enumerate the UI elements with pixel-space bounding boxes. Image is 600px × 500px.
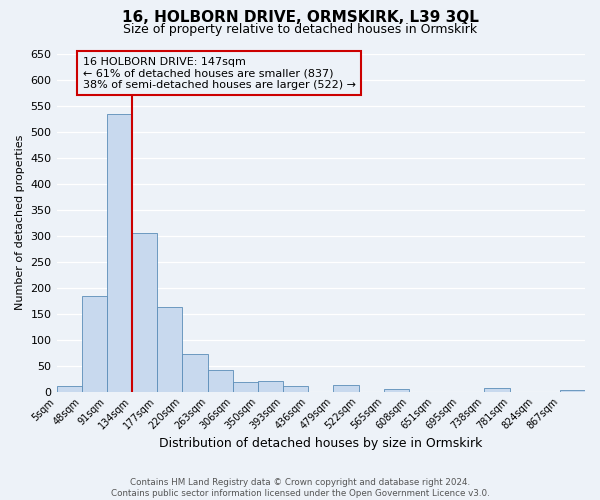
Bar (233, 382, 258, 392)
Bar (484, 388, 509, 392)
X-axis label: Distribution of detached houses by size in Ormskirk: Distribution of detached houses by size … (159, 437, 482, 450)
Bar (157, 307, 182, 392)
Bar (258, 381, 283, 392)
Bar (334, 386, 359, 392)
Bar (56, 386, 82, 392)
Text: 16 HOLBORN DRIVE: 147sqm
← 61% of detached houses are smaller (837)
38% of semi-: 16 HOLBORN DRIVE: 147sqm ← 61% of detach… (83, 56, 356, 90)
Bar (383, 389, 409, 392)
Bar (182, 354, 208, 392)
Y-axis label: Number of detached properties: Number of detached properties (15, 135, 25, 310)
Text: 16, HOLBORN DRIVE, ORMSKIRK, L39 3QL: 16, HOLBORN DRIVE, ORMSKIRK, L39 3QL (122, 10, 478, 25)
Bar (283, 386, 308, 392)
Bar (132, 233, 157, 392)
Bar (107, 114, 132, 392)
Bar (560, 390, 585, 392)
Text: Size of property relative to detached houses in Ormskirk: Size of property relative to detached ho… (123, 22, 477, 36)
Bar (208, 370, 233, 392)
Text: Contains HM Land Registry data © Crown copyright and database right 2024.
Contai: Contains HM Land Registry data © Crown c… (110, 478, 490, 498)
Bar (82, 296, 107, 392)
